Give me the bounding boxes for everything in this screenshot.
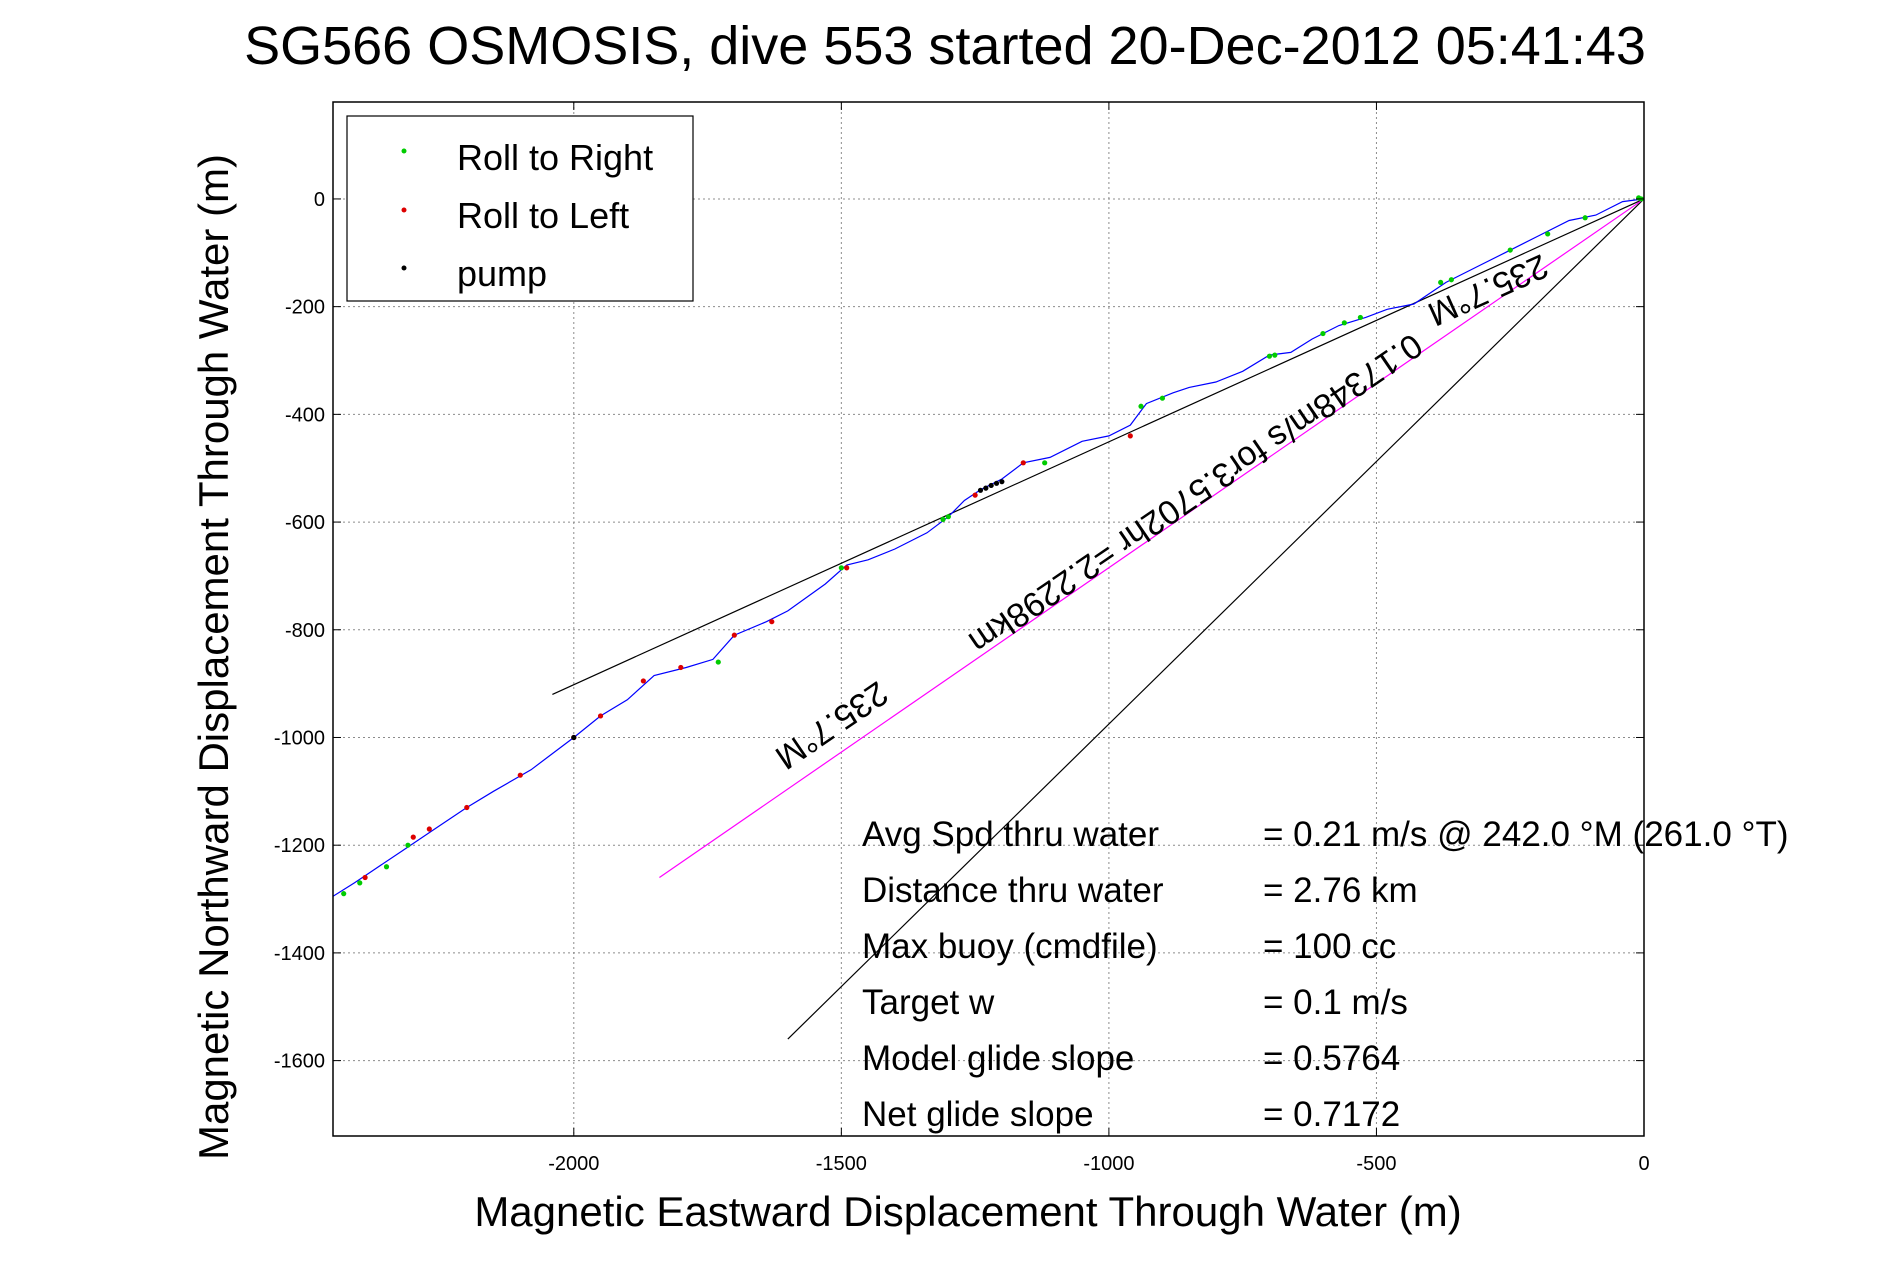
roll-right-point <box>1272 352 1278 358</box>
stat-label: Max buoy (cmdfile) <box>862 927 1158 966</box>
stat-label: Distance thru water <box>862 871 1164 910</box>
roll-left-point <box>517 772 523 778</box>
stat-value: = 0.1 m/s <box>1263 983 1408 1022</box>
magenta-line <box>659 198 1644 878</box>
roll-right-point <box>945 514 951 520</box>
x-tick-label: -1000 <box>1083 1153 1134 1175</box>
roll-left-point <box>678 664 684 671</box>
roll-left-point <box>972 492 978 498</box>
lower-heading-line <box>787 198 1644 1040</box>
roll-right-point <box>940 516 946 522</box>
roll-left-point <box>597 713 604 719</box>
y-tick-label: -400 <box>285 404 325 426</box>
grid <box>333 102 1645 1136</box>
x-tick-label: -500 <box>1356 1153 1396 1175</box>
roll-right-point <box>1320 330 1326 337</box>
roll-right-point <box>1545 231 1551 237</box>
roll-left-point <box>410 834 416 840</box>
roll-left-point <box>640 678 646 684</box>
y-tick-label: -1400 <box>274 943 325 965</box>
stat-label: Net glide slope <box>862 1095 1094 1134</box>
stat-value: = 2.76 km <box>1263 871 1418 910</box>
pump-point <box>999 479 1005 485</box>
roll-left-point <box>731 632 737 638</box>
chart-title: SG566 OSMOSIS, dive 553 started 20-Dec-2… <box>244 16 1646 76</box>
plot-frame <box>332 101 1645 1137</box>
roll-left-point <box>769 619 775 625</box>
pump-point <box>988 482 994 489</box>
stat-label: Model glide slope <box>862 1039 1134 1078</box>
roll-left-point <box>464 804 470 811</box>
y-tick-label: -800 <box>285 620 325 642</box>
legend-roll-right-label: Roll to Right <box>457 137 653 178</box>
stat-value: = 0.7172 <box>1263 1095 1400 1134</box>
roll-right-point <box>383 864 390 870</box>
x-tick-label: 0 <box>1638 1153 1649 1175</box>
stats-block: Avg Spd thru water = 0.21 m/s @ 242.0 °M … <box>862 815 1789 1134</box>
reference-lines <box>552 198 1644 1040</box>
roll-right-point <box>1138 403 1144 409</box>
roll-right-point <box>1266 353 1273 359</box>
roll-right-point <box>1507 247 1513 253</box>
stat-label: Avg Spd thru water <box>862 815 1159 854</box>
roll-right-point <box>1448 277 1454 283</box>
y-tick-label: -200 <box>285 297 325 319</box>
legend-roll-left-marker <box>401 207 407 213</box>
roll-right-point <box>357 880 363 886</box>
y-tick-label: -1600 <box>274 1051 325 1073</box>
roll-left-point <box>844 565 850 571</box>
x-axis: -2000 -1500 -1000 -500 0 <box>548 102 1650 1175</box>
roll-right-point <box>1357 314 1363 321</box>
roll-left-point <box>362 874 368 881</box>
marker-layer <box>341 195 1644 897</box>
x-axis-title: Magnetic Eastward Displacement Through W… <box>474 1188 1461 1235</box>
legend: Roll to Right Roll to Left pump <box>346 115 694 302</box>
roll-left-point <box>1127 433 1133 439</box>
pump-point <box>571 734 577 741</box>
y-tick-label: -1000 <box>274 727 325 749</box>
roll-right-point <box>1159 395 1166 401</box>
roll-right-point <box>838 565 844 571</box>
x-tick-label: -1500 <box>816 1153 867 1175</box>
stat-value: = 0.21 m/s @ 242.0 °M (261.0 °T) <box>1263 815 1789 854</box>
roll-right-point <box>1636 195 1642 201</box>
upper-heading-line <box>552 198 1644 695</box>
roll-right-point <box>1438 279 1444 286</box>
y-axis: 0 -200 -400 -600 -800 -1000 -1200 -1400 -1600 <box>274 189 1644 1073</box>
legend-roll-left-label: Roll to Left <box>457 195 629 236</box>
stat-label: Target w <box>862 983 995 1022</box>
y-tick-label: 0 <box>314 189 325 211</box>
x-tick-label: -2000 <box>548 1153 599 1175</box>
y-axis-title: Magnetic Northward Displacement Through … <box>190 154 237 1160</box>
pump-point <box>993 480 1000 486</box>
roll-right-point <box>405 842 411 848</box>
stat-value: = 100 cc <box>1263 927 1396 966</box>
stat-value: = 0.5764 <box>1263 1039 1400 1078</box>
pump-point <box>983 485 989 491</box>
roll-right-point <box>1582 215 1588 221</box>
roll-right-point <box>715 659 721 665</box>
y-tick-label: -1200 <box>274 835 325 857</box>
roll-left-point <box>1020 460 1026 466</box>
legend-pump-marker <box>401 265 407 271</box>
roll-right-point <box>341 891 347 897</box>
roll-right-point <box>1341 320 1347 326</box>
y-tick-label: -600 <box>285 512 325 534</box>
roll-left-point <box>426 826 432 832</box>
legend-roll-right-marker <box>401 148 407 154</box>
legend-pump-label: pump <box>457 253 547 294</box>
pump-point <box>977 487 984 493</box>
roll-right-point <box>1042 460 1048 466</box>
